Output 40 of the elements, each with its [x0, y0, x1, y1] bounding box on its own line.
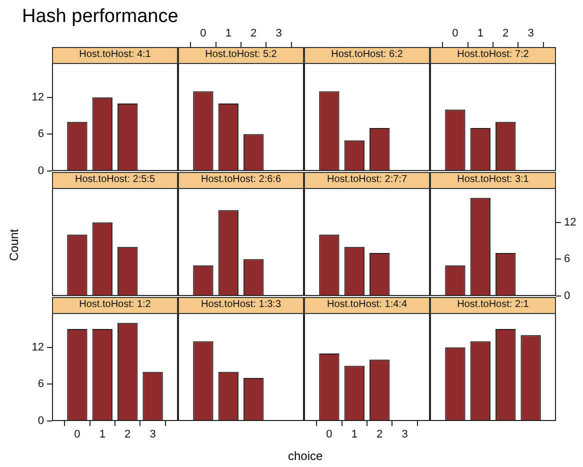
y-tick-label: 0: [38, 415, 44, 428]
x-tick-label: 2: [502, 27, 509, 40]
x-tick-label: 0: [452, 27, 458, 40]
y-tick-label: 0: [564, 290, 570, 302]
y-tick-label: 6: [38, 378, 44, 390]
x-tick-label: 3: [402, 428, 408, 441]
chart-subtitle: Host.toHost: 6:2: [304, 47, 430, 64]
chart-subtitle: Host.toHost: 2:7:7: [304, 172, 430, 189]
x-tick-label: 1: [225, 27, 232, 40]
x-tick-label: 0: [74, 428, 80, 441]
chart-title: Hash performance: [22, 6, 178, 28]
x-tick-label: 3: [528, 27, 534, 40]
y-tick-label: 12: [564, 216, 576, 228]
x-tick-label: 0: [200, 27, 206, 40]
chart-subtitle: Host.toHost: 3:1: [430, 172, 556, 189]
chart-subtitle: Host.toHost: 5:2: [178, 47, 304, 64]
y-tick-label: 6: [38, 128, 44, 140]
x-axis-title: choice: [288, 449, 323, 463]
x-tick-label: 1: [477, 27, 484, 40]
x-tick-label: 3: [150, 428, 156, 441]
y-tick-label: 12: [32, 341, 44, 354]
chart-subtitle: Host.toHost: 4:1: [52, 47, 178, 64]
chart-subtitle: Host.toHost: 2:1: [430, 297, 556, 314]
x-tick-label: 0: [326, 428, 332, 441]
chart-subtitle: Host.toHost: 1:4:4: [304, 297, 430, 314]
y-tick-label: 6: [564, 253, 570, 266]
chart-subtitle: Host.toHost: 7:2: [430, 47, 556, 64]
x-tick-label: 2: [250, 27, 257, 40]
y-axis-title: Count: [7, 228, 22, 262]
chart-subtitle: Host.toHost: 2:6:6: [178, 172, 304, 189]
x-tick-label: 1: [99, 428, 106, 441]
chart-subtitle: Host.toHost: 1:3:3: [178, 297, 304, 314]
y-tick-label: 12: [32, 91, 44, 104]
x-tick-label: 2: [124, 428, 131, 441]
x-tick-label: 3: [276, 27, 282, 40]
x-tick-label: 2: [376, 428, 383, 441]
y-tick-label: 0: [38, 165, 44, 178]
chart-subtitle: Host.toHost: 1:2: [52, 297, 178, 314]
chart-subtitle: Host.toHost: 2:5:5: [52, 172, 178, 189]
x-tick-label: 1: [351, 428, 358, 441]
